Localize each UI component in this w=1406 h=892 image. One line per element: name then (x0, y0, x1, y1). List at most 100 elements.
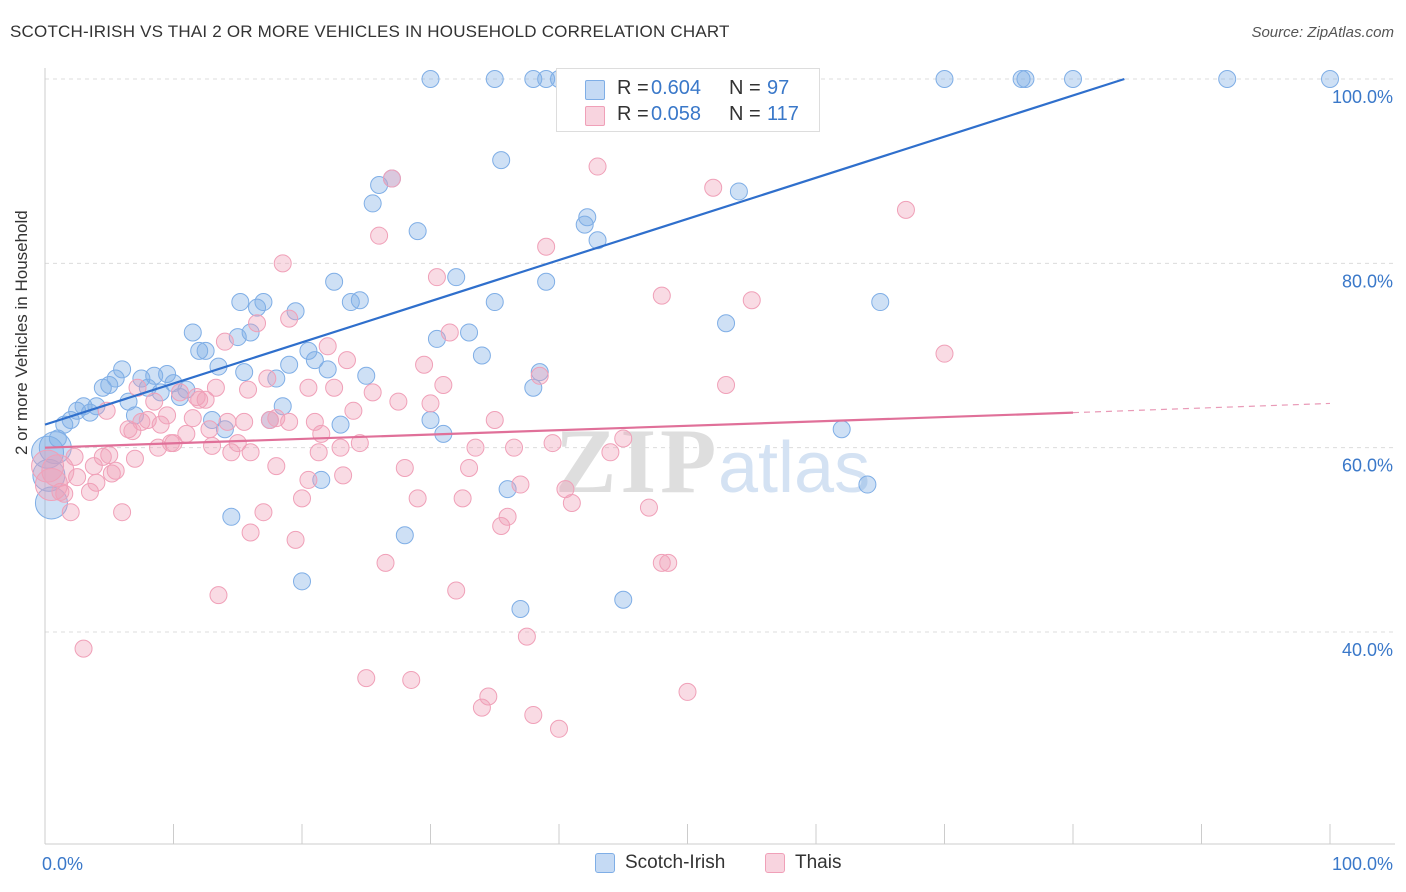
thais-point (472, 698, 491, 717)
thais-point (331, 438, 350, 457)
thais-point (206, 378, 225, 397)
thais-point (123, 422, 142, 441)
thais-point (51, 482, 70, 501)
thais-swatch (765, 853, 785, 873)
thais-point (280, 412, 299, 431)
thais-point (363, 383, 382, 402)
thais-point (652, 553, 671, 572)
y-axis-label: 2 or more Vehicles in Household (12, 210, 31, 455)
scotch-irish-point (158, 364, 177, 383)
thais-point (337, 351, 356, 370)
thais-point (239, 380, 258, 399)
r-value: 0.058 (651, 103, 702, 125)
scotch-irish-point (578, 208, 597, 227)
thais-point (41, 454, 75, 488)
thais-point (704, 178, 723, 197)
scotch-irish-point (235, 363, 254, 382)
scotch-irish-point (447, 268, 466, 287)
thais-point (260, 411, 279, 430)
thais-point (299, 378, 318, 397)
thais-point (125, 449, 144, 468)
thais-point (530, 366, 549, 385)
thais-point (228, 434, 247, 453)
scotch-irish-point (729, 182, 748, 201)
n-label: N = (729, 103, 761, 125)
thais-point (447, 581, 466, 600)
scotch-irish-point (575, 215, 594, 234)
scotch-irish-point (421, 70, 440, 88)
scotch-irish-point (299, 341, 318, 360)
scotch-irish-point (485, 293, 504, 312)
n-value: 97 (767, 77, 790, 99)
thais-point (84, 457, 103, 476)
scotch-irish-point (395, 526, 414, 545)
thais-point (280, 309, 299, 328)
scotch-irish-point (286, 302, 305, 321)
thais-point (659, 553, 678, 572)
thais-point (218, 412, 237, 431)
scotch-irish-point (614, 590, 633, 609)
data-points (31, 70, 1339, 738)
thais-point (132, 412, 151, 431)
thais-swatch (585, 106, 605, 126)
scotch-irish-point (1218, 70, 1237, 88)
thais-point (258, 369, 277, 388)
thais-point (350, 434, 369, 453)
scotch-irish-point (832, 420, 851, 439)
thais-point (492, 517, 511, 536)
n-value: 117 (767, 103, 799, 125)
thais-point (65, 447, 84, 466)
thais-point (267, 457, 286, 476)
scotch-irish-point (113, 360, 132, 379)
thais-point (254, 503, 273, 522)
thais-point (113, 503, 132, 522)
thais-point (334, 466, 353, 485)
scotch-irish-point (350, 291, 369, 310)
thais-point (187, 387, 206, 406)
thais-point (190, 390, 209, 409)
scotch-irish-point (935, 70, 954, 88)
legend-label: Scotch-Irish (625, 852, 726, 873)
thais-point (200, 420, 219, 439)
scotch-irish-point (537, 70, 556, 88)
scotch-irish-point (485, 70, 504, 88)
thais-point (80, 482, 99, 501)
thais-point (639, 498, 658, 517)
thais-point (248, 314, 267, 333)
thais-point (614, 429, 633, 448)
thais-point (460, 458, 479, 477)
thais-point (427, 268, 446, 287)
scotch-irish-point (331, 415, 350, 434)
thais-point (408, 489, 427, 508)
thais-point (93, 447, 112, 466)
scotch-irish-point (421, 411, 440, 430)
scotch-irish-point (34, 486, 68, 520)
scotch-irish-point (254, 293, 273, 312)
thais-point (652, 286, 671, 305)
scotch-irish-trend-line (44, 77, 1125, 426)
thais-point (344, 401, 363, 420)
scotch-irish-point (363, 194, 382, 213)
scotch-irish-point (408, 222, 427, 241)
thais-point (453, 489, 472, 508)
thais-point (511, 475, 530, 494)
source-label: Source: ZipAtlas.com (1251, 24, 1394, 41)
thais-point (382, 169, 401, 188)
scotch-irish-point (305, 351, 324, 370)
scotch-irish-point (215, 420, 234, 439)
y-tick-label: 60.0% (1342, 456, 1393, 476)
scotch-irish-point (183, 323, 202, 342)
thais-point (742, 291, 761, 310)
scotch-irish-point (318, 360, 337, 379)
thais-point (235, 412, 254, 431)
scotch-irish-point (1064, 70, 1082, 88)
scotch-irish-point (492, 151, 511, 170)
scotch-irish-point (871, 293, 890, 312)
trend-lines (44, 77, 1331, 449)
thais-point (100, 446, 119, 465)
r-value: 0.604 (651, 77, 702, 99)
scotch-irish-point (717, 314, 736, 333)
thais-point (68, 468, 87, 487)
thais-point (440, 323, 459, 342)
